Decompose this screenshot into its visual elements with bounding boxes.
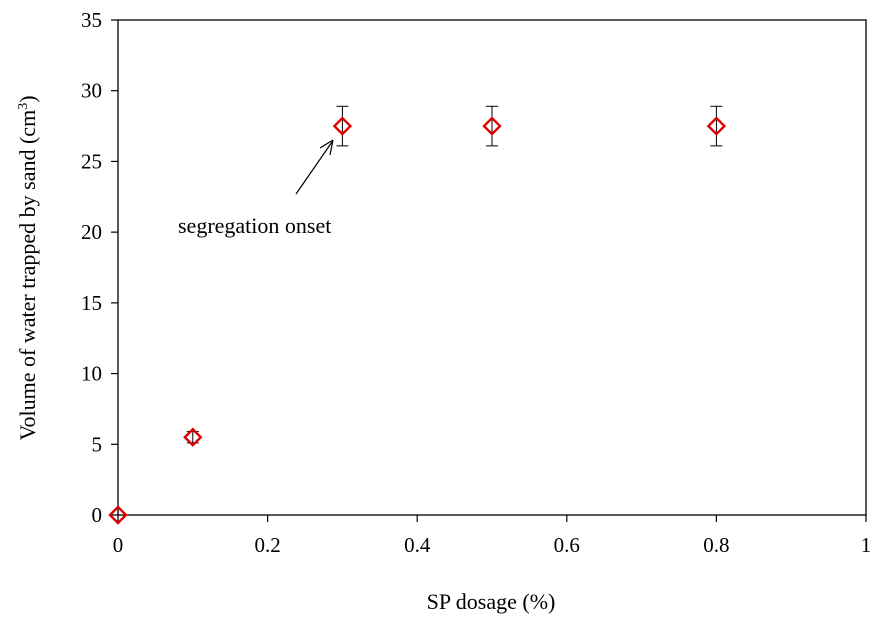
y-axis-label: Volume of water trapped by sand (cm3) <box>15 95 40 440</box>
data-point <box>332 116 353 136</box>
y-tick-label: 25 <box>81 149 102 173</box>
x-tick-label: 1 <box>861 533 872 557</box>
annotation: segregation onset <box>178 139 334 238</box>
x-tick-label: 0.8 <box>703 533 729 557</box>
data-point <box>183 427 203 447</box>
x-tick-label: 0.6 <box>554 533 580 557</box>
data-point <box>706 116 727 136</box>
y-tick-label: 20 <box>81 220 102 244</box>
y-tick-label: 15 <box>81 291 102 315</box>
error-bar <box>336 105 349 147</box>
error-bar <box>710 105 723 147</box>
x-tick-label: 0.4 <box>404 533 431 557</box>
y-axis-label-main: Volume of water trapped by sand (cm <box>15 110 40 441</box>
annotation-arrow <box>295 141 333 195</box>
y-tick-label: 35 <box>81 8 102 32</box>
x-tick-label: 0 <box>113 533 124 557</box>
y-axis-label-superscript: 3 <box>16 103 31 110</box>
y-axis-label-close: ) <box>15 95 40 102</box>
annotation-arrowhead <box>319 139 334 156</box>
y-tick-label: 30 <box>81 79 102 103</box>
annotation-text: segregation onset <box>178 213 331 238</box>
error-bar <box>486 105 498 147</box>
plot-area-frame <box>117 19 867 516</box>
x-axis-label: SP dosage (%) <box>427 589 556 614</box>
y-tick-label: 10 <box>81 362 102 386</box>
data-point <box>108 505 128 525</box>
data-point <box>482 116 502 136</box>
y-tick-label: 0 <box>92 503 103 527</box>
y-tick-label: 5 <box>92 432 103 456</box>
x-tick-label: 0.2 <box>254 533 280 557</box>
